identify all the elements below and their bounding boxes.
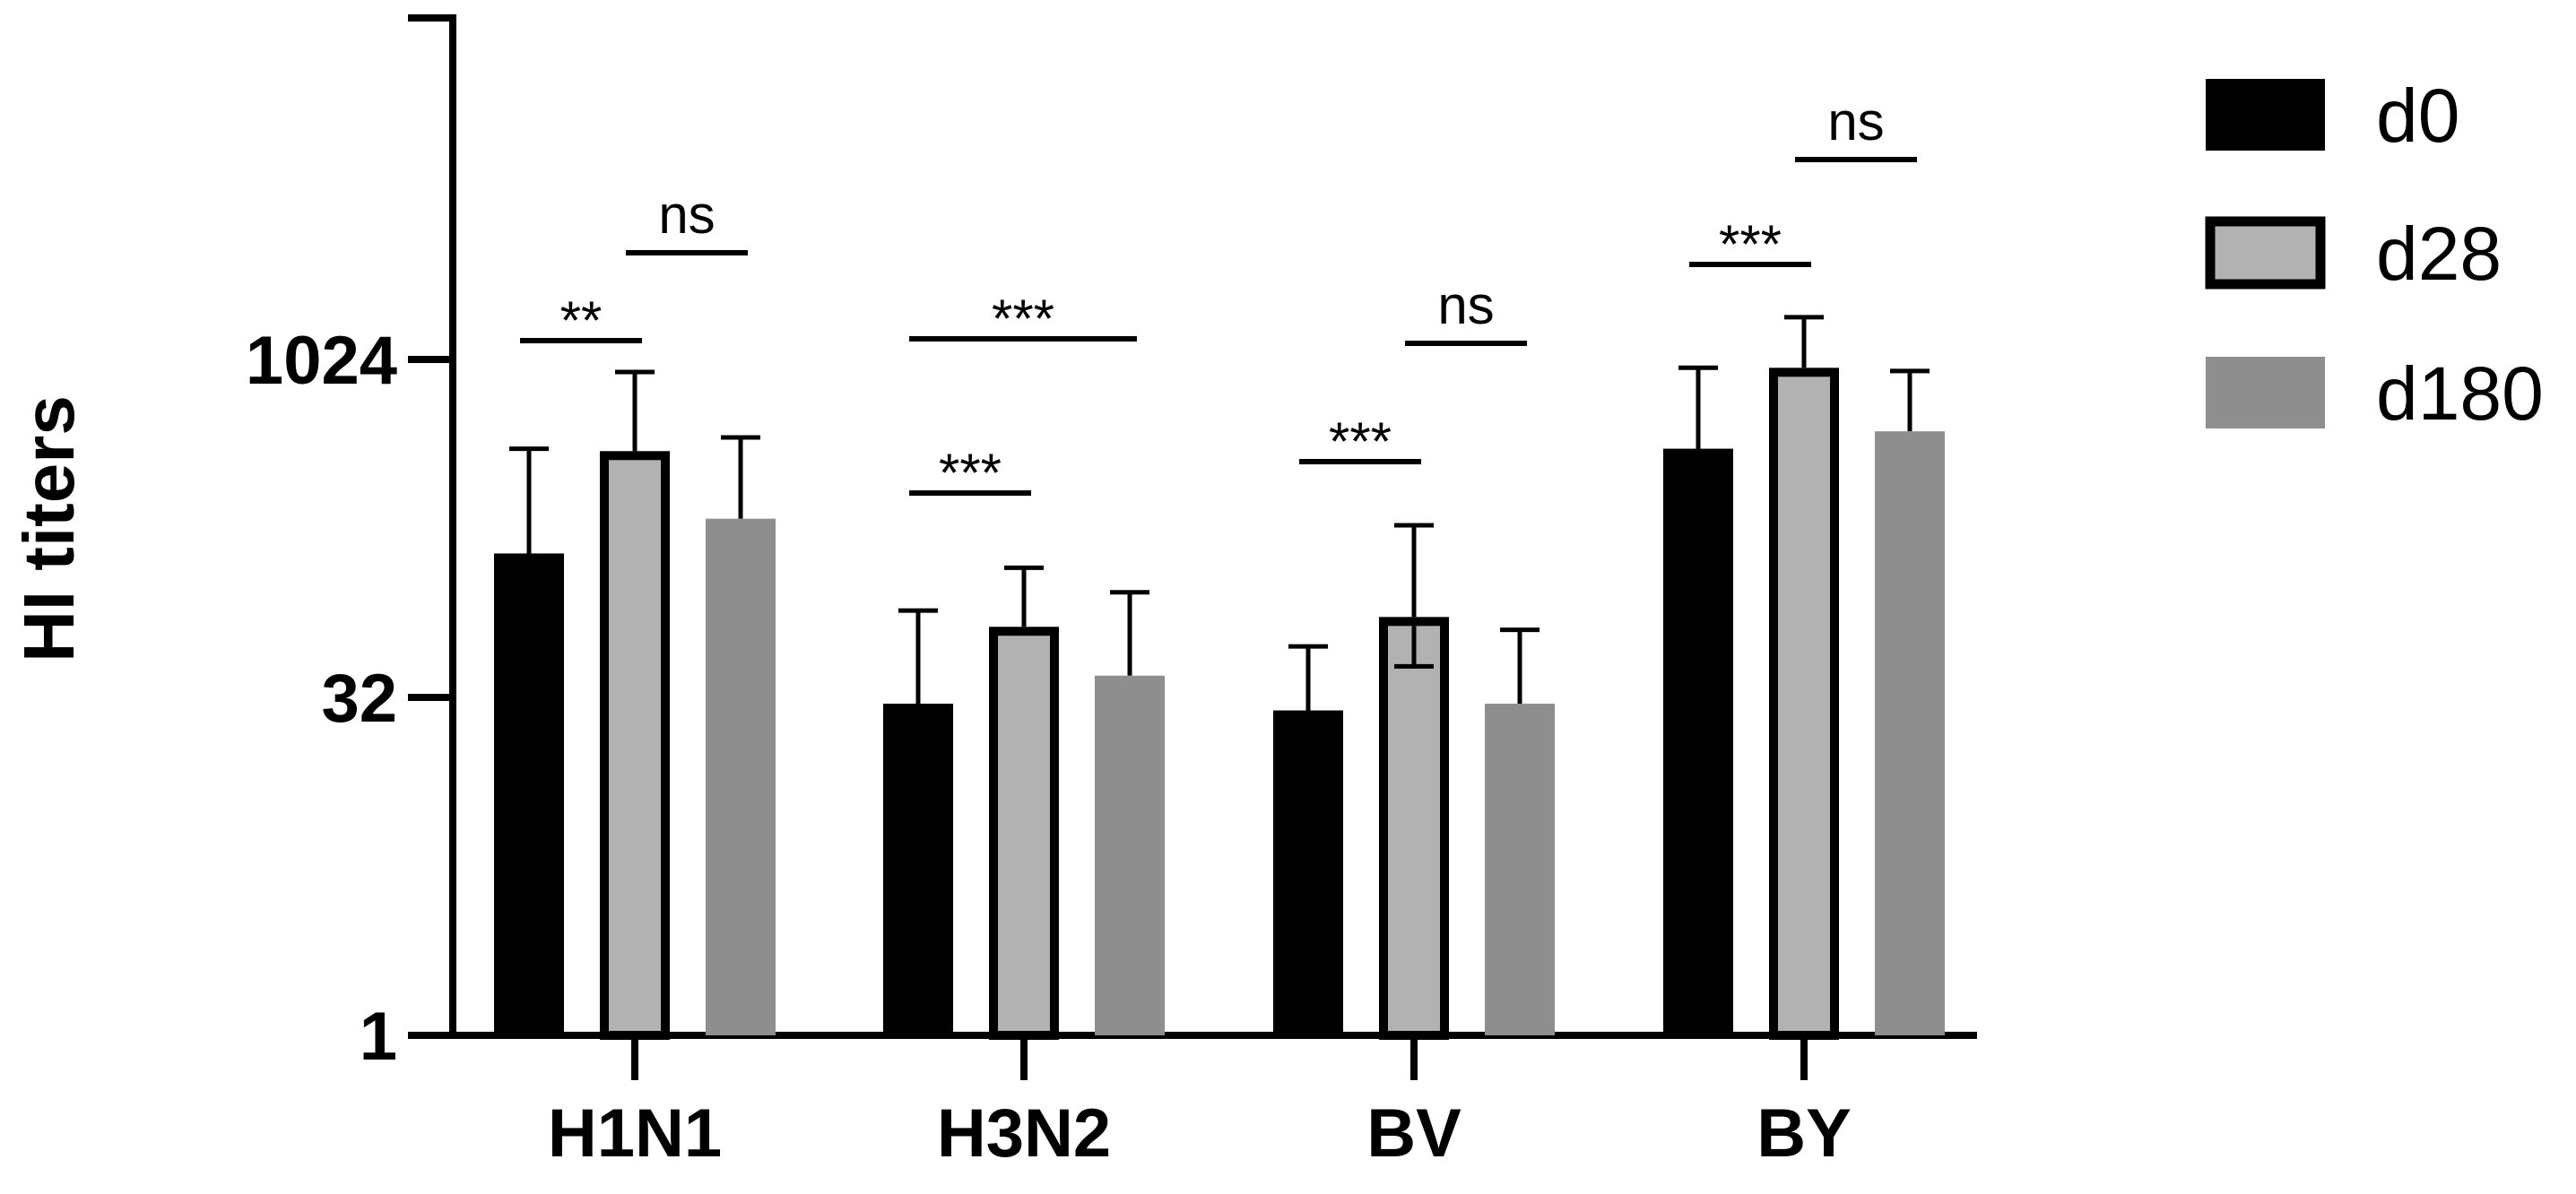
- legend-swatch-d28: [2205, 216, 2326, 290]
- bar-d0: [1663, 448, 1733, 1035]
- y-tick-label: 32: [321, 661, 397, 737]
- significance-label: ns: [1437, 275, 1494, 335]
- y-tick-label: 1024: [246, 323, 397, 399]
- bar-d0: [883, 704, 953, 1035]
- significance-label: ***: [1719, 214, 1782, 274]
- significance-label: ns: [658, 185, 715, 245]
- x-tick-label: BY: [1756, 1095, 1852, 1172]
- x-tick-label: H1N1: [548, 1095, 722, 1172]
- bar-d0: [494, 553, 564, 1035]
- bar-d0: [1273, 710, 1343, 1035]
- bar-d180: [1485, 704, 1555, 1035]
- significance-label: ***: [1329, 411, 1392, 472]
- significance-label: **: [560, 290, 603, 350]
- bar-d180: [1875, 431, 1945, 1035]
- significance-annotations: ** ns *** *** *** ns *** ns: [520, 91, 1917, 503]
- bar-d180: [706, 518, 776, 1035]
- legend: d0 d28 d180: [2205, 74, 2544, 436]
- x-tick-label: H3N2: [937, 1095, 1111, 1172]
- y-axis-label: HI titers: [9, 395, 89, 662]
- x-tick-label: BV: [1366, 1095, 1461, 1172]
- significance-label: ns: [1827, 91, 1884, 151]
- bar-d180: [1095, 675, 1165, 1035]
- legend-label-d28: d28: [2376, 212, 2502, 296]
- bar-d28: [1379, 617, 1449, 1040]
- legend-label-d0: d0: [2376, 74, 2459, 158]
- bar-d28: [989, 627, 1059, 1040]
- significance-label: ***: [939, 443, 1002, 503]
- legend-swatch-d0: [2206, 79, 2325, 151]
- axes: 1 32 1024 HI titers H1N1 H3N2 BV BY: [9, 14, 1977, 1172]
- bars: [494, 315, 1945, 1040]
- legend-label-d180: d180: [2376, 351, 2544, 436]
- bar-d28: [1769, 368, 1839, 1040]
- legend-swatch-d180: [2206, 357, 2325, 428]
- bar-d28: [600, 451, 670, 1040]
- y-tick-label: 1: [360, 999, 397, 1075]
- significance-label: ***: [992, 289, 1054, 349]
